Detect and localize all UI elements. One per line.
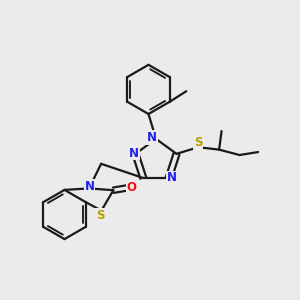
Text: O: O — [127, 181, 137, 194]
Text: N: N — [85, 180, 95, 193]
Text: S: S — [96, 209, 104, 222]
Text: N: N — [147, 131, 157, 144]
Text: N: N — [129, 147, 139, 160]
Text: S: S — [194, 136, 203, 149]
Text: N: N — [167, 172, 177, 184]
